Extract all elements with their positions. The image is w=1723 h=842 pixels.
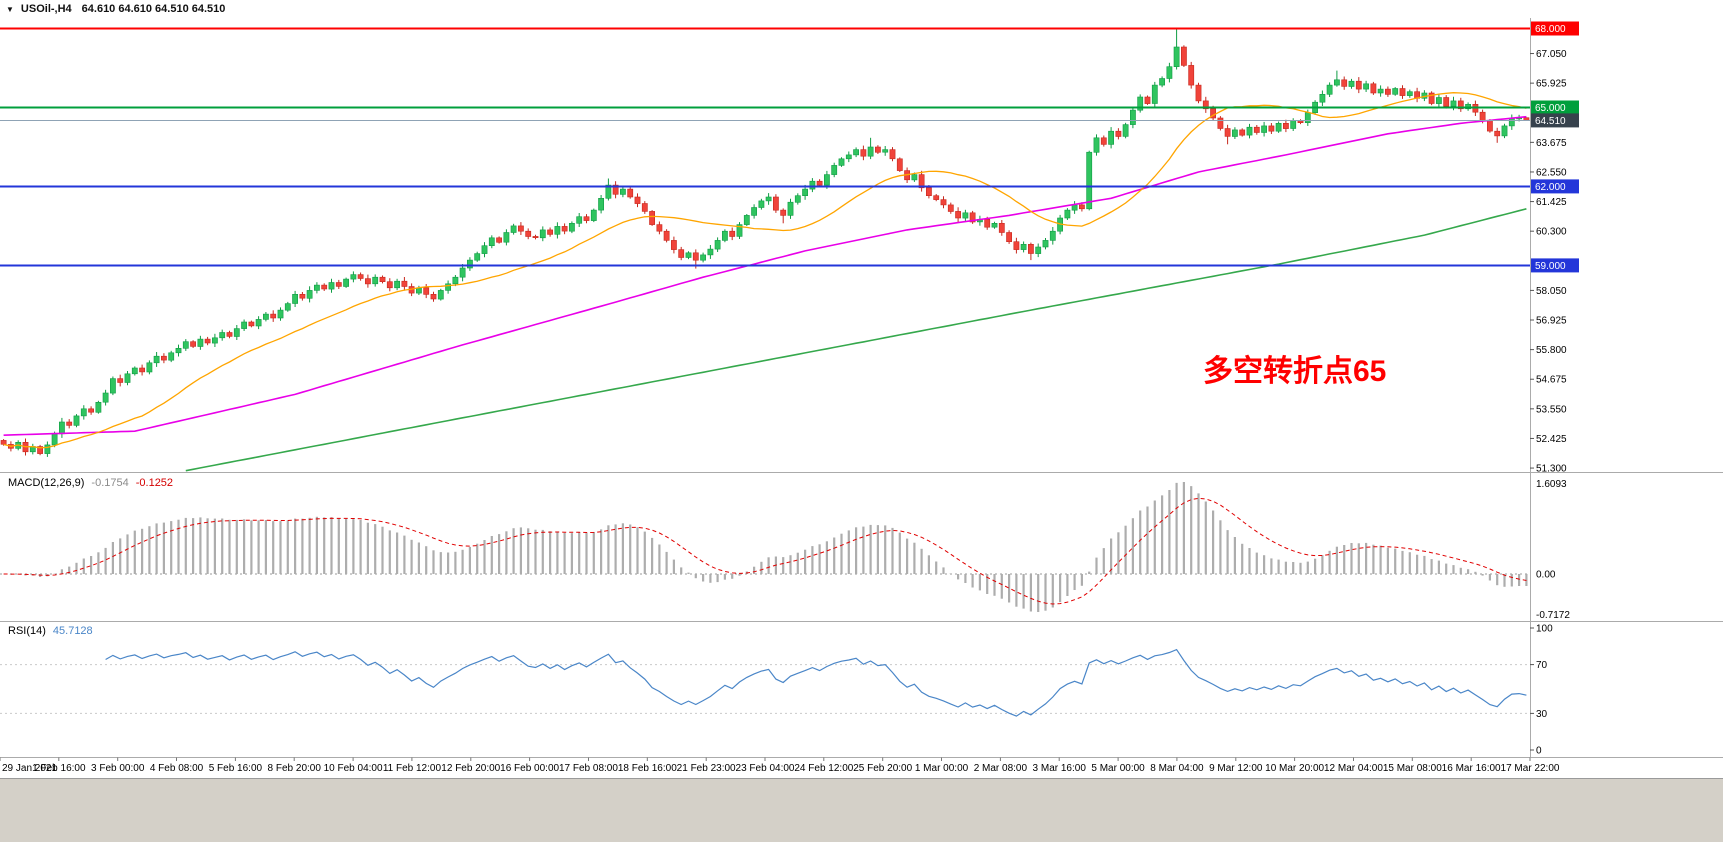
price-badge-text: 62.000 <box>1535 182 1566 193</box>
macd-signal-line <box>3 497 1527 605</box>
time-tick-label: 1 Mar 00:00 <box>915 763 969 774</box>
time-tick-label: 10 Mar 20:00 <box>1265 763 1324 774</box>
time-tick-label: 11 Feb 12:00 <box>383 763 442 774</box>
time-tick-label: 5 Feb 16:00 <box>209 763 263 774</box>
macd-axis-min: -0.7172 <box>1536 610 1570 621</box>
price-badge-text: 68.000 <box>1535 24 1566 35</box>
rsi-axis-label: 0 <box>1536 746 1542 757</box>
time-tick-label: 8 Mar 04:00 <box>1150 763 1204 774</box>
price-tick-label: 56.925 <box>1536 316 1567 327</box>
time-tick-label: 1 Feb 16:00 <box>32 763 86 774</box>
symbol-timeframe-label: USOil-,H4 <box>20 3 72 15</box>
rsi-axis-label: 70 <box>1536 660 1548 671</box>
chart-annotation[interactable]: 多空转折点65 <box>1203 355 1387 388</box>
candlestick-series[interactable] <box>0 29 1530 457</box>
time-tick-label: 9 Mar 12:00 <box>1209 763 1263 774</box>
time-tick-label: 3 Feb 00:00 <box>91 763 145 774</box>
rsi-indicator-label: RSI(14) 45.7128 <box>8 625 93 637</box>
price-badge-65.000 <box>1531 100 1579 115</box>
price-tick-label: 51.300 <box>1536 464 1567 475</box>
time-tick-label: 12 Mar 04:00 <box>1324 763 1383 774</box>
window-chrome <box>0 778 1723 842</box>
macd-signal-value: -0.1252 <box>135 477 174 489</box>
price-tick-label: 54.675 <box>1536 375 1567 386</box>
time-tick-label: 5 Mar 00:00 <box>1091 763 1145 774</box>
rsi-line <box>105 648 1527 717</box>
price-badge-text: 64.510 <box>1535 116 1566 127</box>
price-tick-label: 63.675 <box>1536 138 1567 149</box>
macd-axis-max: 1.6093 <box>1536 479 1567 490</box>
price-tick-label: 58.050 <box>1536 286 1567 297</box>
ohlc-info-bar: ▼ USOil-,H4 64.610 64.610 64.510 64.510 <box>6 3 225 15</box>
time-tick-label: 25 Feb 20:00 <box>853 763 912 774</box>
macd-axis-zero: 0.00 <box>1536 569 1556 580</box>
price-tick-label: 65.925 <box>1536 79 1567 90</box>
rsi-axis-label: 30 <box>1536 709 1548 720</box>
ma-slow-line <box>185 208 1527 472</box>
time-tick-label: 17 Feb 08:00 <box>559 763 618 774</box>
price-badge-62.000 <box>1531 179 1579 194</box>
time-tick-label: 23 Feb 04:00 <box>736 763 795 774</box>
time-tick-label: 4 Feb 08:00 <box>150 763 204 774</box>
price-tick-label: 55.800 <box>1536 345 1567 356</box>
macd-main-value: -0.1754 <box>91 477 129 489</box>
price-badge-text: 65.000 <box>1535 103 1566 114</box>
price-tick-label: 61.425 <box>1536 197 1567 208</box>
price-tick-label: 60.300 <box>1536 227 1567 238</box>
time-tick-label: 16 Mar 16:00 <box>1442 763 1501 774</box>
time-tick-label: 8 Feb 20:00 <box>268 763 322 774</box>
ma-medium-line <box>3 115 1527 436</box>
macd-label: MACD(12,26,9) <box>8 477 85 489</box>
price-tick-label: 67.050 <box>1536 49 1567 60</box>
rsi-label: RSI(14) <box>8 625 46 637</box>
price-tick-label: 62.550 <box>1536 167 1567 178</box>
price-badge-59.000 <box>1531 258 1579 273</box>
price-badge-text: 59.000 <box>1535 261 1566 272</box>
time-tick-label: 24 Feb 12:00 <box>794 763 853 774</box>
time-tick-label: 16 Feb 00:00 <box>500 763 559 774</box>
time-tick-label: 15 Mar 08:00 <box>1383 763 1442 774</box>
time-tick-label: 21 Feb 23:00 <box>677 763 736 774</box>
price-tick-label: 53.550 <box>1536 404 1567 415</box>
time-tick-label: 10 Feb 04:00 <box>324 763 383 774</box>
time-tick-label: 29 Jan 2021 <box>2 763 57 774</box>
time-tick-label: 12 Feb 20:00 <box>441 763 500 774</box>
rsi-axis-label: 100 <box>1536 624 1553 635</box>
ohlc-values: 64.610 64.610 64.510 64.510 <box>81 3 226 15</box>
price-tick-label: 52.425 <box>1536 434 1567 445</box>
chart-background <box>0 0 1723 778</box>
price-badge-68.000 <box>1531 21 1579 36</box>
price-scale[interactable]: 67.050 65.925 63.675 62.550 61.425 60.300 58.0… <box>1530 21 1579 475</box>
one-click-trading-icon[interactable]: ▼ <box>6 5 14 14</box>
price-badge-64.510 <box>1531 113 1579 128</box>
rsi-value: 45.7128 <box>52 625 93 637</box>
macd-histogram <box>9 482 1528 612</box>
macd-indicator-label: MACD(12,26,9) -0.1754 -0.1252 <box>8 477 173 489</box>
time-tick-label: 18 Feb 16:00 <box>618 763 677 774</box>
ma-fast-line <box>3 92 1527 449</box>
time-tick-label: 2 Mar 08:00 <box>974 763 1028 774</box>
time-tick-label: 3 Mar 16:00 <box>1033 763 1087 774</box>
time-tick-label: 17 Mar 22:00 <box>1501 763 1560 774</box>
